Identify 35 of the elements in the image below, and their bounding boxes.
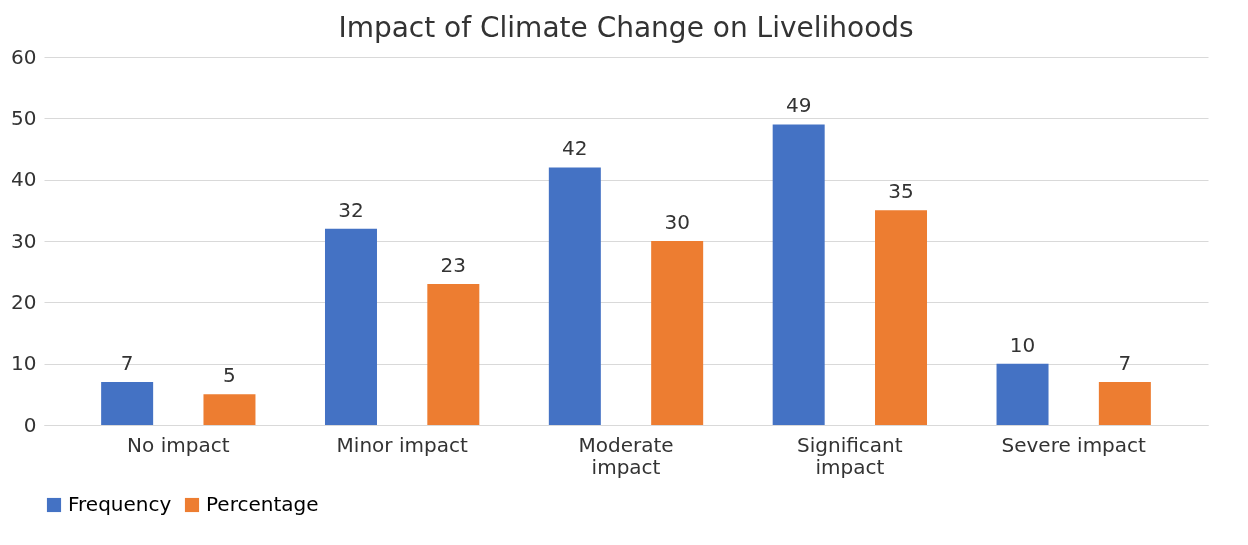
x-tick-label: Minor impact bbox=[336, 432, 468, 457]
y-tick-label: 60 bbox=[11, 44, 37, 69]
y-tick-label: 30 bbox=[11, 228, 37, 253]
data-label: 32 bbox=[338, 197, 364, 222]
x-tick-label: No impact bbox=[127, 432, 230, 457]
x-tick-label: Significant impact bbox=[797, 432, 903, 479]
y-tick-label: 20 bbox=[11, 289, 37, 314]
y-tick-label: 50 bbox=[11, 105, 37, 130]
data-label: 30 bbox=[664, 210, 690, 234]
bar bbox=[101, 382, 154, 425]
chart-title: Impact of Climate Change on Livelihoods bbox=[338, 11, 914, 44]
data-label: 5 bbox=[223, 363, 236, 388]
data-label: 35 bbox=[888, 179, 914, 204]
x-tick-label: Moderate impact bbox=[578, 432, 674, 479]
bar bbox=[772, 124, 825, 425]
data-label: 23 bbox=[440, 252, 467, 277]
data-label: 42 bbox=[562, 136, 588, 161]
y-tick-label: 40 bbox=[11, 167, 37, 192]
x-tick-label: Severe impact bbox=[1001, 432, 1147, 457]
legend-label: Percentage bbox=[206, 492, 319, 516]
data-label: 7 bbox=[1118, 351, 1132, 376]
data-label: 7 bbox=[120, 351, 134, 376]
bar bbox=[203, 394, 256, 425]
bar bbox=[996, 363, 1049, 425]
bar bbox=[875, 210, 928, 425]
bar bbox=[1098, 382, 1151, 425]
y-tick-label: 0 bbox=[23, 412, 37, 437]
y-tick-label: 10 bbox=[11, 351, 37, 376]
data-label: 49 bbox=[785, 93, 812, 118]
bar bbox=[427, 283, 480, 425]
bar bbox=[324, 228, 377, 425]
bar bbox=[651, 241, 704, 425]
data-label: 10 bbox=[1009, 332, 1036, 357]
bar bbox=[548, 167, 601, 425]
legend-label: Frequency bbox=[68, 492, 172, 516]
